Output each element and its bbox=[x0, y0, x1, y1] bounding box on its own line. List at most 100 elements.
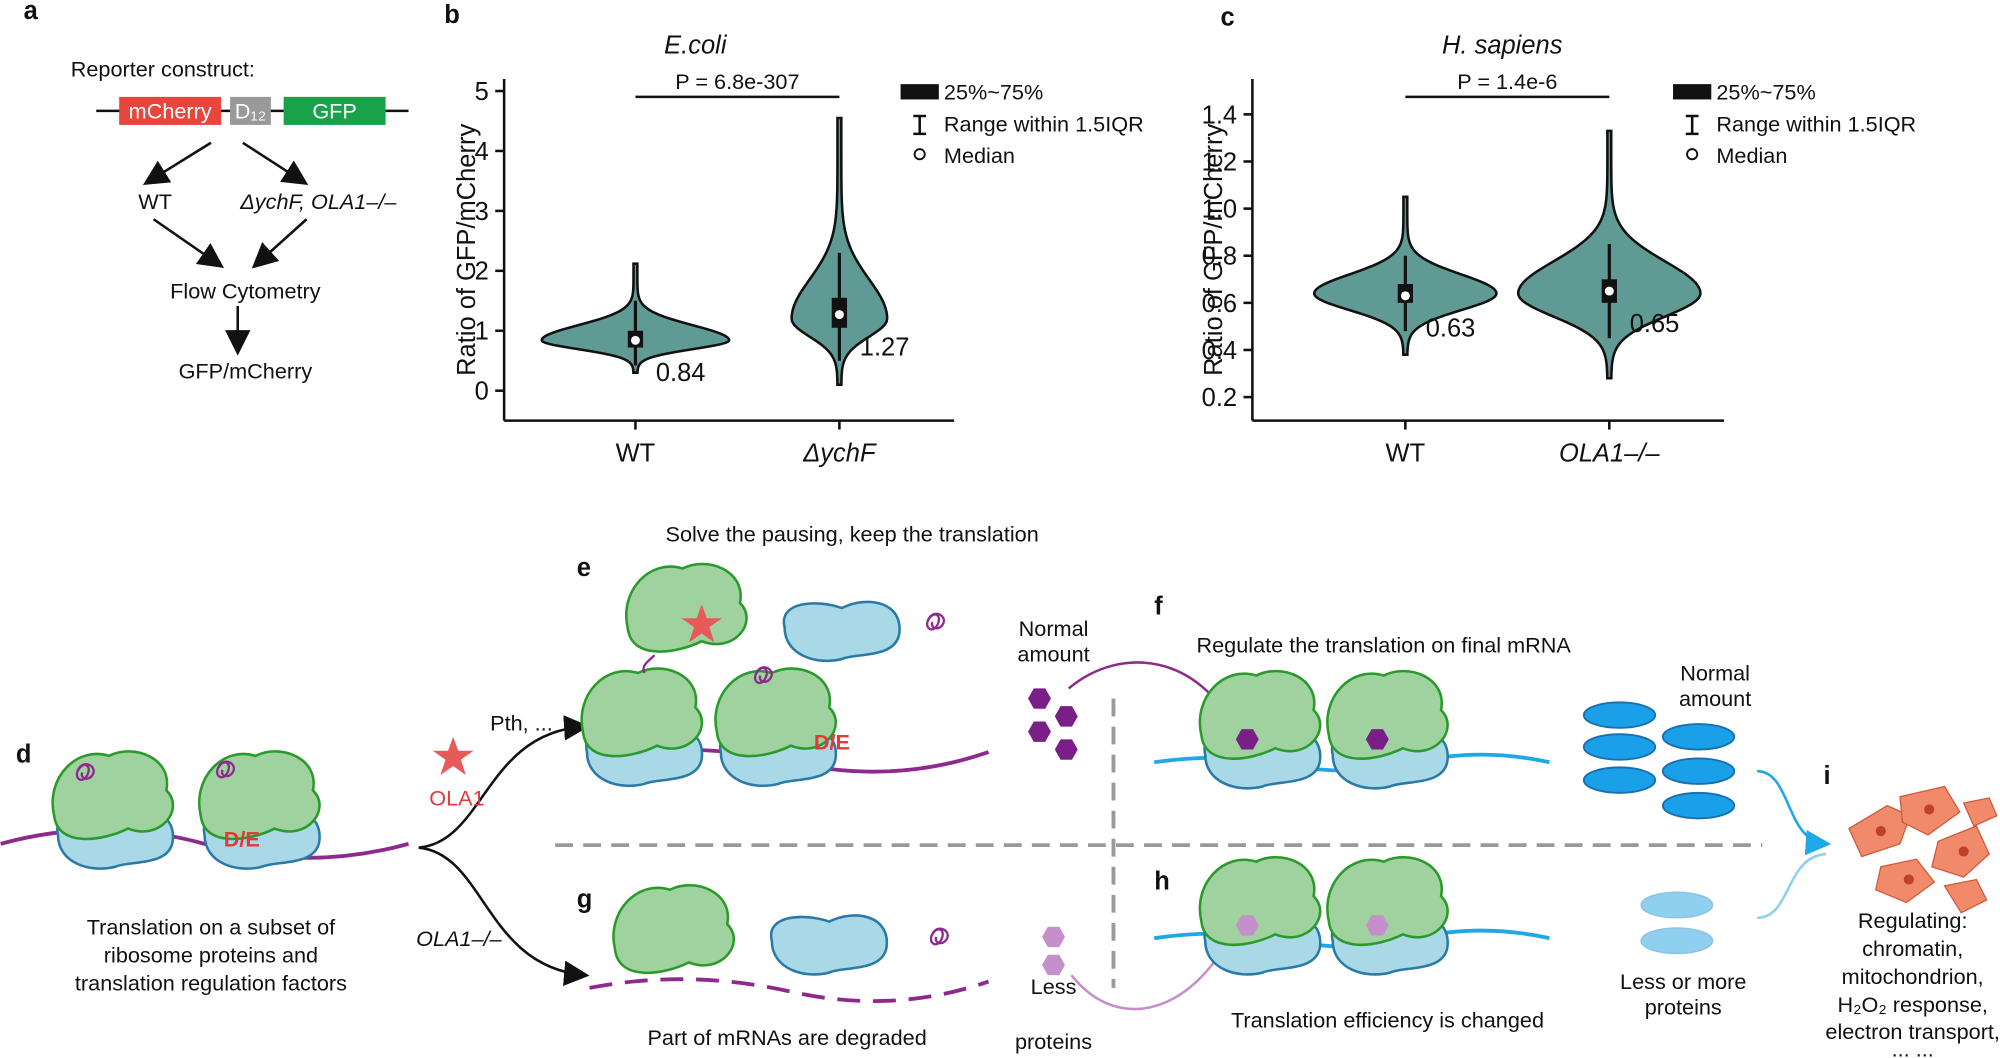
amount-label: amount bbox=[1017, 642, 1089, 667]
output-arrow bbox=[1757, 852, 1827, 920]
y-tick-label: 0.6 bbox=[1202, 290, 1237, 318]
y-tick-label: 0 bbox=[475, 378, 489, 406]
readout-label: GFP/mCherry bbox=[179, 359, 313, 384]
ribosome bbox=[714, 667, 838, 788]
caption: Translation efficiency is changed bbox=[1231, 1007, 1544, 1032]
mcherry-box bbox=[119, 96, 222, 125]
caption: Part of mRNAs are degraded bbox=[647, 1025, 926, 1050]
legend-label: Range within 1.5IQR bbox=[1716, 111, 1916, 136]
nascent-chain bbox=[925, 612, 946, 631]
ola1-star bbox=[432, 736, 474, 776]
gfp-box bbox=[283, 96, 386, 125]
x-tick-label: ΔychF bbox=[802, 439, 877, 467]
amount-label: proteins bbox=[1015, 1029, 1092, 1054]
panel-label: a bbox=[24, 0, 39, 25]
branch-arrow bbox=[418, 715, 590, 849]
branch-label: OLA1–/– bbox=[416, 926, 502, 951]
legend-label: Median bbox=[1716, 143, 1787, 168]
y-tick-label: 1 bbox=[475, 318, 489, 346]
median bbox=[1400, 291, 1410, 301]
caption: ... ... bbox=[1892, 1037, 1934, 1058]
construct-part: GFP bbox=[312, 99, 357, 124]
chart-title: E.coli bbox=[664, 32, 728, 60]
amount-label: Less or more bbox=[1620, 969, 1746, 994]
y-tick-label: 1.4 bbox=[1202, 101, 1237, 129]
branch-label: WT bbox=[138, 189, 172, 214]
nascent-chain bbox=[642, 654, 656, 674]
panel-label: h bbox=[1154, 868, 1170, 896]
caption: Translation on a subset of bbox=[87, 914, 336, 939]
y-tick-label: 0.2 bbox=[1202, 384, 1237, 412]
median bbox=[630, 335, 640, 345]
output-arrow bbox=[1757, 769, 1832, 856]
amount-label: Less bbox=[1031, 974, 1077, 999]
legend-label: 25%~75% bbox=[944, 79, 1043, 104]
p-value: P = 1.4e-6 bbox=[1457, 69, 1557, 94]
small-subunit bbox=[782, 600, 901, 663]
ribosome bbox=[1326, 669, 1449, 790]
ribosome bbox=[51, 750, 175, 870]
amount-label: Normal bbox=[1019, 616, 1089, 641]
panel-label: f bbox=[1154, 592, 1163, 620]
caption: Regulate the translation on final mRNA bbox=[1196, 633, 1571, 658]
caption: Solve the pausing, keep the translation bbox=[666, 522, 1039, 547]
protein bbox=[1640, 891, 1714, 955]
substrate bbox=[1042, 926, 1066, 976]
y-tick-label: 2 bbox=[475, 258, 489, 286]
caption: chromatin, bbox=[1862, 936, 1963, 961]
y-tick-label: 1.0 bbox=[1202, 196, 1237, 224]
caption: translation regulation factors bbox=[75, 970, 347, 995]
x-tick-label: OLA1–/– bbox=[1559, 439, 1660, 467]
y-tick-label: 0.8 bbox=[1202, 243, 1237, 271]
ola1-star bbox=[681, 604, 723, 643]
branch-label: Pth, ... bbox=[490, 710, 553, 735]
y-tick-label: 1.2 bbox=[1202, 148, 1237, 176]
caption: electron transport, bbox=[1825, 1019, 2000, 1044]
ribosome bbox=[580, 667, 704, 788]
site-label: D/E bbox=[814, 730, 850, 755]
d12-box bbox=[230, 96, 271, 125]
ribosome bbox=[1198, 855, 1322, 976]
nuclei bbox=[1875, 804, 1969, 885]
caption: H₂O₂ response, bbox=[1837, 992, 1987, 1017]
legend-median-swatch bbox=[913, 148, 926, 161]
substrate bbox=[1028, 688, 1078, 760]
legend-box-swatch bbox=[900, 84, 939, 100]
panel-label: g bbox=[577, 886, 593, 914]
caption: mitochondrion, bbox=[1842, 964, 1984, 989]
median-label: 0.84 bbox=[656, 359, 706, 387]
y-tick-label: 3 bbox=[475, 198, 489, 226]
panel-label: e bbox=[577, 554, 591, 582]
flow-arrows bbox=[142, 141, 309, 356]
median-label: 0.63 bbox=[1426, 315, 1476, 343]
construct-part: mCherry bbox=[129, 99, 212, 124]
panel-label: b bbox=[444, 1, 460, 29]
legend-label: Range within 1.5IQR bbox=[944, 111, 1144, 136]
construct-title: Reporter construct: bbox=[71, 56, 255, 81]
panel-label: i bbox=[1823, 762, 1830, 790]
nascent-chain bbox=[929, 927, 949, 946]
branch-arrow bbox=[418, 846, 590, 986]
small-subunit bbox=[769, 914, 889, 976]
step-label: Flow Cytometry bbox=[170, 278, 321, 303]
panel-label: c bbox=[1221, 3, 1235, 31]
site-label: D/E bbox=[224, 826, 260, 851]
legend-label: 25%~75% bbox=[1716, 79, 1815, 104]
median bbox=[834, 310, 844, 320]
y-tick-label: 5 bbox=[475, 78, 489, 106]
legend-median-swatch bbox=[1686, 148, 1699, 161]
median-label: 1.27 bbox=[860, 333, 910, 361]
degraded-mrna bbox=[589, 977, 990, 1004]
branch-label: ΔychF, OLA1–/– bbox=[239, 189, 397, 214]
large-subunit bbox=[612, 883, 736, 975]
amount-label: proteins bbox=[1645, 995, 1722, 1020]
ribosome bbox=[1326, 855, 1449, 976]
amount-label: Normal bbox=[1680, 661, 1750, 686]
y-axis-label: Ratio of GFP/mCherry bbox=[1200, 124, 1228, 376]
legend-box-swatch bbox=[1673, 84, 1712, 100]
median-label: 0.65 bbox=[1630, 310, 1680, 338]
y-tick-label: 4 bbox=[475, 138, 489, 166]
legend-whisker-swatch bbox=[1685, 114, 1699, 136]
